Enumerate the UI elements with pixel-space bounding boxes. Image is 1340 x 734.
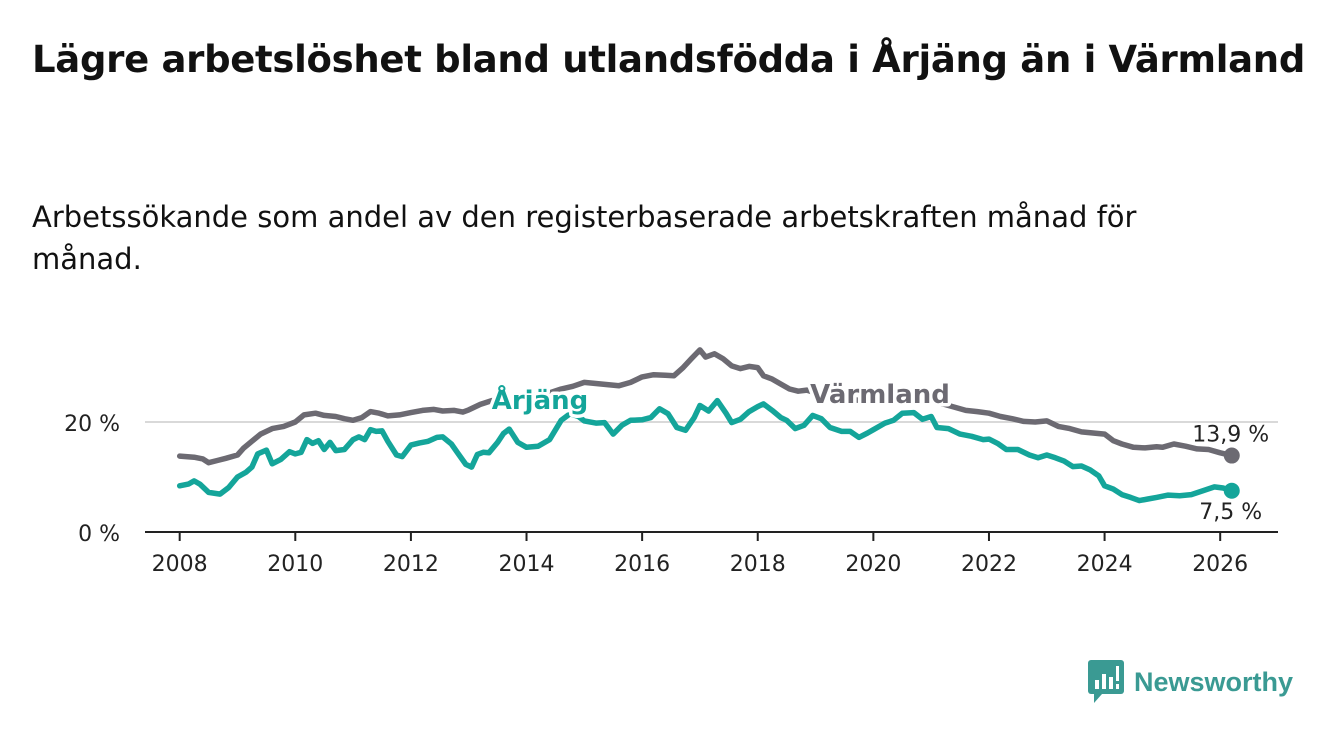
x-tick-label: 2018 (730, 552, 786, 577)
series-label-varmland: Värmland (810, 380, 950, 410)
chart-subtitle: Arbetssökande som andel av den registerb… (32, 200, 1137, 276)
series-label-arjang: Årjäng (492, 384, 589, 416)
x-tick-label: 2022 (961, 552, 1017, 577)
end-dot-varmland (1223, 447, 1240, 464)
x-tick-label: 2012 (383, 552, 439, 577)
newsworthy-brand[interactable]: Newsworthy (1088, 660, 1293, 704)
end-dot-arjang (1223, 482, 1240, 499)
x-tick-label: 2024 (1077, 552, 1133, 577)
newsworthy-logo-icon (1088, 660, 1124, 703)
chart-title: Lägre arbetslöshet bland utlandsfödda i … (32, 38, 1306, 81)
x-tick-label: 2010 (267, 552, 323, 577)
y-tick-label: 20 % (64, 412, 120, 437)
brand-name: Newsworthy (1134, 666, 1294, 697)
y-tick-label: 0 % (78, 522, 120, 547)
x-tick-label: 2008 (152, 552, 208, 577)
series-line-arjang (176, 397, 1235, 504)
series-line-varmland (176, 347, 1235, 466)
x-tick-label: 2020 (845, 552, 901, 577)
x-tick-label: 2016 (614, 552, 670, 577)
x-tick-label: 2026 (1192, 552, 1248, 577)
end-label-varmland: 13,9 % (1192, 423, 1269, 448)
x-tick-label: 2014 (499, 552, 555, 577)
end-label-arjang: 7,5 % (1199, 500, 1262, 525)
